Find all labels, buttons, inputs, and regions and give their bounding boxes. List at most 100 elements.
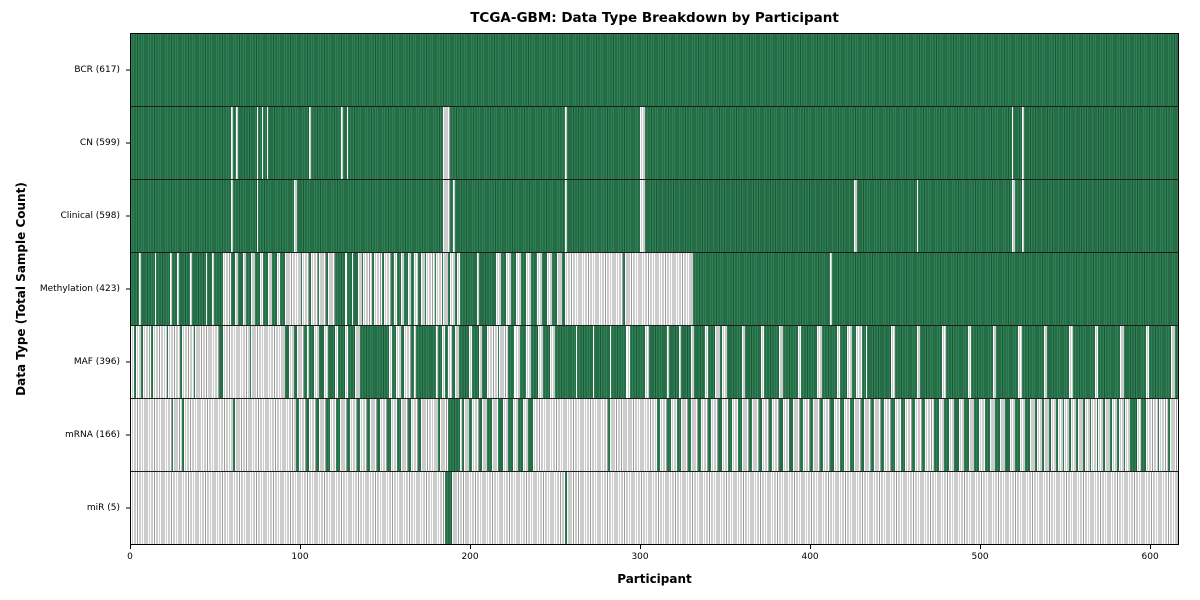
present-segment xyxy=(543,326,551,398)
present-segment xyxy=(918,180,1012,252)
absent-segment xyxy=(969,399,975,471)
y-tick-mark xyxy=(126,507,130,509)
absent-segment xyxy=(436,326,439,398)
present-segment xyxy=(315,399,320,471)
absent-segment xyxy=(782,399,790,471)
absent-segment xyxy=(556,253,562,325)
absent-segment xyxy=(222,326,250,398)
absent-segment xyxy=(131,326,135,398)
absent-segment xyxy=(864,399,871,471)
present-segment xyxy=(410,253,415,325)
absent-segment xyxy=(404,326,411,398)
absent-segment xyxy=(183,399,233,471)
present-segment xyxy=(497,326,500,398)
x-tick-label: 100 xyxy=(291,552,309,562)
absent-segment xyxy=(288,326,294,398)
present-segment xyxy=(521,253,527,325)
present-segment xyxy=(444,326,449,398)
absent-segment xyxy=(1021,107,1024,179)
present-segment xyxy=(567,107,641,179)
absent-segment xyxy=(436,253,442,325)
absent-segment xyxy=(349,399,357,471)
present-segment xyxy=(356,399,361,471)
present-segment xyxy=(933,399,939,471)
present-segment xyxy=(444,472,452,544)
absent-segment xyxy=(410,399,418,471)
present-segment xyxy=(748,399,753,471)
present-segment xyxy=(821,326,837,398)
absent-segment xyxy=(492,399,498,471)
present-segment xyxy=(779,399,783,471)
absent-segment xyxy=(645,326,649,398)
present-segment xyxy=(460,253,478,325)
absent-segment xyxy=(394,253,398,325)
absent-segment xyxy=(363,253,372,325)
present-segment xyxy=(382,253,384,325)
present-segment xyxy=(707,326,715,398)
present-segment xyxy=(1072,326,1095,398)
present-segment xyxy=(964,399,970,471)
absent-segment xyxy=(139,253,142,325)
present-segment xyxy=(517,399,523,471)
absent-segment xyxy=(546,253,552,325)
absent-segment xyxy=(170,253,172,325)
y-axis-labels: BCR (617) CN (599) Clinical (598) Methylati… xyxy=(0,33,130,545)
absent-segment xyxy=(855,326,863,398)
present-segment xyxy=(857,180,917,252)
x-tick-label: 500 xyxy=(971,552,989,562)
absent-segment xyxy=(341,107,344,179)
present-segment xyxy=(511,253,517,325)
x-tick-mark xyxy=(640,545,642,549)
absent-segment xyxy=(421,399,439,471)
y-tick-mark xyxy=(126,69,130,71)
absent-segment xyxy=(609,326,612,398)
absent-segment xyxy=(329,399,337,471)
present-segment xyxy=(763,326,780,398)
present-segment xyxy=(1076,399,1078,471)
absent-segment xyxy=(989,399,995,471)
absent-segment xyxy=(679,326,681,398)
absent-segment xyxy=(236,107,238,179)
absent-segment xyxy=(439,399,449,471)
present-segment xyxy=(799,399,803,471)
present-segment xyxy=(867,326,892,398)
present-segment xyxy=(237,253,243,325)
absent-segment xyxy=(526,326,532,398)
present-segment xyxy=(455,253,457,325)
present-segment xyxy=(268,107,310,179)
y-tick-label: CN (599) xyxy=(79,137,120,148)
present-segment xyxy=(1035,399,1038,471)
present-segment xyxy=(562,253,566,325)
absent-segment xyxy=(443,253,449,325)
present-segment xyxy=(305,399,310,471)
present-segment xyxy=(718,399,722,471)
absent-segment xyxy=(1145,399,1158,471)
present-segment xyxy=(178,253,191,325)
present-segment xyxy=(326,399,330,471)
absent-segment xyxy=(1057,399,1063,471)
absent-segment xyxy=(388,326,393,398)
absent-segment xyxy=(453,180,456,252)
present-segment xyxy=(1089,399,1092,471)
absent-segment xyxy=(690,326,695,398)
absent-segment xyxy=(212,253,215,325)
x-axis: 0 100 200 300 400 500 600 xyxy=(127,545,1179,579)
present-segment xyxy=(541,253,547,325)
absent-segment xyxy=(131,472,445,544)
absent-segment xyxy=(865,326,868,398)
absent-segment xyxy=(1105,399,1111,471)
absent-segment xyxy=(1111,399,1117,471)
absent-segment xyxy=(319,399,327,471)
absent-segment xyxy=(268,253,272,325)
present-segment xyxy=(1174,326,1178,398)
absent-segment xyxy=(938,399,944,471)
absent-segment xyxy=(1077,399,1083,471)
present-segment xyxy=(263,107,267,179)
absent-segment xyxy=(816,326,822,398)
present-segment xyxy=(438,326,442,398)
present-segment xyxy=(974,399,980,471)
x-tick-mark xyxy=(980,545,982,549)
absent-segment xyxy=(495,253,501,325)
absent-segment xyxy=(414,253,418,325)
present-segment xyxy=(1023,107,1178,179)
